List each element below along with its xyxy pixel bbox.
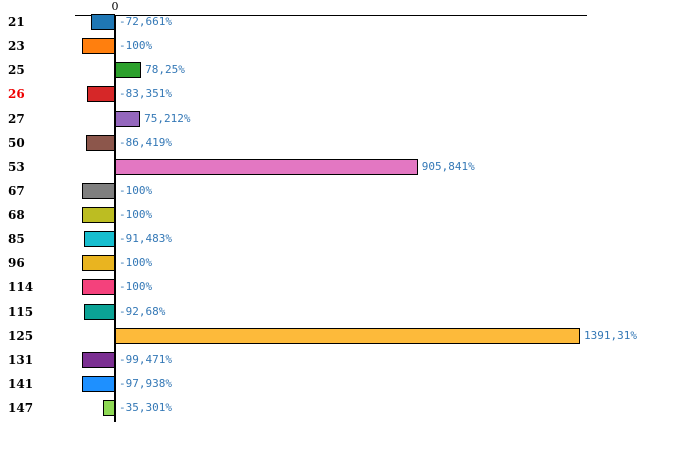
value-label: -100% <box>119 183 153 197</box>
value-label: -97,938% <box>119 376 172 390</box>
value-label: -100% <box>119 280 153 294</box>
bar <box>84 231 115 248</box>
bar <box>115 62 142 79</box>
value-label: -100% <box>119 208 153 221</box>
value-label: -35,301% <box>119 401 172 414</box>
value-label: -72,661% <box>119 15 172 28</box>
bar <box>84 303 115 320</box>
category-label: 21 <box>8 15 25 29</box>
value-label: -99,471% <box>119 352 172 366</box>
category-label: 23 <box>8 39 25 54</box>
category-label: 131 <box>8 352 34 367</box>
category-label: 25 <box>8 63 25 78</box>
value-label: 78,25% <box>145 63 185 77</box>
category-label: 27 <box>8 111 25 126</box>
bar <box>81 207 115 223</box>
category-label: 50 <box>8 135 25 150</box>
bar <box>90 14 115 30</box>
category-label: 96 <box>8 256 25 271</box>
bar <box>81 279 115 296</box>
bar <box>81 255 115 272</box>
value-label: 75,212% <box>144 111 191 125</box>
axis-zero-tick-label: 0 <box>111 0 119 13</box>
value-label: 905,841% <box>421 159 475 173</box>
bar <box>87 86 115 103</box>
category-label: 67 <box>8 183 25 198</box>
value-label: -100% <box>119 256 153 270</box>
category-label: 68 <box>8 208 25 222</box>
category-label: 115 <box>8 304 34 319</box>
bar <box>82 375 115 392</box>
category-label: 26 <box>8 87 25 102</box>
category-label: 85 <box>8 232 25 247</box>
bar <box>81 38 115 55</box>
category-label: 147 <box>8 401 34 415</box>
bar <box>81 182 115 199</box>
value-label: 1391,31% <box>584 328 637 342</box>
axis-top-line <box>75 14 587 16</box>
bar <box>86 134 115 151</box>
value-label: -92,68% <box>119 304 166 318</box>
bar <box>103 400 115 416</box>
bar <box>115 158 418 175</box>
category-label: 53 <box>8 159 25 174</box>
value-label: -100% <box>119 39 153 53</box>
category-label: 125 <box>8 328 34 343</box>
bar <box>115 110 141 127</box>
value-label: -83,351% <box>119 87 172 101</box>
bar <box>81 351 115 368</box>
category-label: 114 <box>8 280 34 295</box>
axis-zero-line <box>114 15 116 422</box>
value-label: -91,483% <box>119 232 172 246</box>
category-label: 141 <box>8 376 34 391</box>
bar <box>115 327 580 344</box>
value-label: -86,419% <box>119 135 172 149</box>
